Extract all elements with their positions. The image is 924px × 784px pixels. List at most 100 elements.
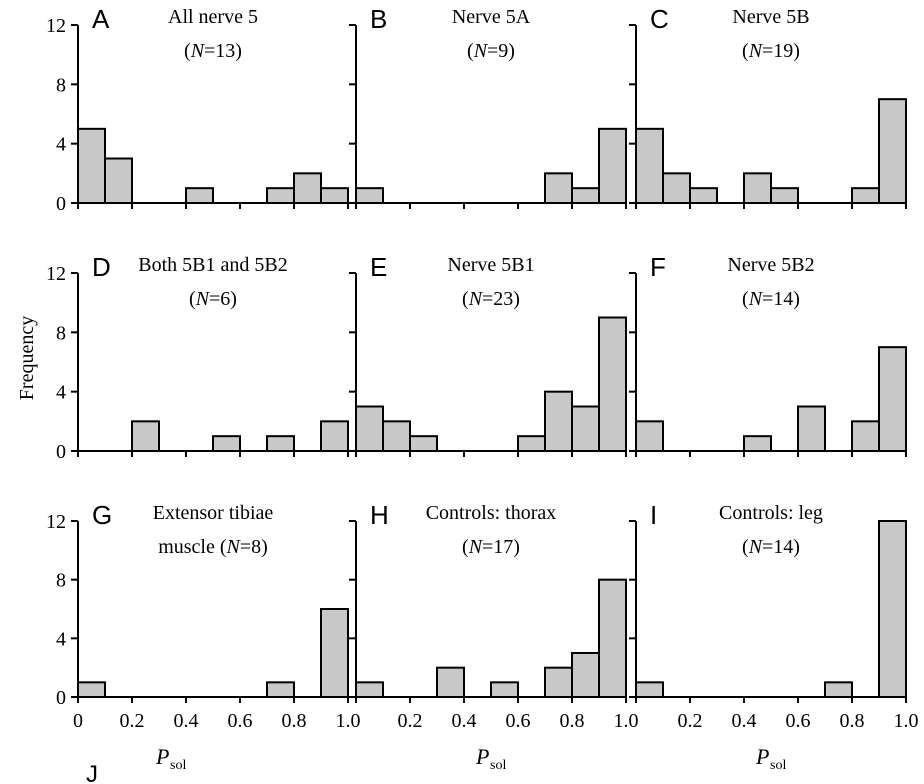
x-tick-label: 0.4 bbox=[452, 710, 477, 732]
y-axis-label: Frequency bbox=[16, 316, 38, 400]
histogram-bar bbox=[544, 390, 573, 452]
panel-g: 0 4 8 12 0 0.2 0.4 0.6 0.8 1.0 G Extensor tibiae mus… bbox=[46, 500, 361, 732]
y-tick-label: 4 bbox=[56, 628, 66, 650]
histogram-bar bbox=[635, 127, 664, 204]
histogram-bar bbox=[797, 405, 826, 452]
x-tick-label: 0.2 bbox=[120, 710, 145, 732]
x-tick-label: 1.0 bbox=[336, 710, 361, 732]
histogram-bar bbox=[635, 420, 664, 453]
histogram-bar bbox=[185, 187, 214, 205]
panel-a: 0 4 8 12 A All nerve 5 (N=13) bbox=[46, 4, 349, 215]
x-tick-label: 0.2 bbox=[678, 710, 703, 732]
x-tick-label: 0 bbox=[73, 710, 83, 732]
histogram-bar bbox=[355, 187, 384, 205]
histogram-bar bbox=[743, 435, 772, 452]
y-tick-label: 8 bbox=[56, 74, 66, 96]
panel-title: Nerve 5B bbox=[732, 6, 809, 28]
histogram-bar bbox=[77, 127, 106, 204]
x-tick-label: 0.4 bbox=[732, 710, 757, 732]
histogram-bar bbox=[436, 666, 465, 699]
panel-title: muscle (N=8) bbox=[158, 536, 268, 558]
panel-f: F Nerve 5B2 (N=14) bbox=[629, 252, 907, 457]
histogram-bar bbox=[544, 666, 573, 699]
histogram-bar bbox=[851, 187, 880, 205]
x-tick-label: 0.6 bbox=[228, 710, 253, 732]
y-tick-label: 8 bbox=[56, 322, 66, 344]
histogram-bar bbox=[293, 172, 322, 204]
panel-title: (N=13) bbox=[184, 40, 242, 62]
histogram-bar bbox=[635, 681, 664, 698]
histogram-bar bbox=[824, 681, 853, 698]
panel-b: B Nerve 5A (N=9) bbox=[349, 4, 627, 209]
x-label-sub: sol bbox=[170, 758, 186, 773]
histogram-bar bbox=[266, 187, 295, 205]
panel-i: 0.2 0.4 0.6 0.8 1.0 I Controls: leg (N=14) bbox=[629, 500, 919, 732]
histogram-bar bbox=[598, 578, 627, 699]
panel-letter: F bbox=[650, 252, 666, 282]
panel-letter-j: J bbox=[86, 761, 98, 784]
y-tick-label: 0 bbox=[56, 687, 66, 709]
x-tick-label: 0.8 bbox=[840, 710, 865, 732]
x-tick-label: 0.4 bbox=[174, 710, 199, 732]
x-tick-label: 0.8 bbox=[560, 710, 585, 732]
panel-title: Nerve 5B1 bbox=[447, 254, 534, 276]
panel-letter: G bbox=[92, 500, 112, 530]
panel-title: (N=23) bbox=[462, 288, 520, 310]
panel-title: All nerve 5 bbox=[168, 6, 258, 28]
histogram-bar bbox=[517, 435, 546, 452]
x-tick-label: 1.0 bbox=[614, 710, 639, 732]
histogram-bar bbox=[77, 681, 106, 698]
panel-letter: B bbox=[370, 4, 387, 34]
panel-letter: A bbox=[92, 4, 110, 34]
histogram-bar bbox=[878, 520, 907, 698]
histogram-bar bbox=[878, 346, 907, 452]
panel-grid: 0 4 8 12 A All nerve 5 (N=13) B Nerve 5A (N=9) C Ne… bbox=[46, 4, 919, 732]
panel-title: Nerve 5B2 bbox=[727, 254, 814, 276]
panel-title: (N=6) bbox=[189, 288, 237, 310]
histogram-bar bbox=[266, 681, 295, 698]
panel-c: C Nerve 5B (N=19) bbox=[629, 4, 907, 209]
histogram-bar bbox=[571, 405, 600, 452]
histogram-bar bbox=[382, 420, 411, 453]
panel-title: Both 5B1 and 5B2 bbox=[138, 254, 287, 276]
y-tick-label: 12 bbox=[46, 511, 66, 533]
y-tick-label: 0 bbox=[56, 193, 66, 215]
histogram-bar bbox=[770, 187, 799, 205]
x-label-sub: sol bbox=[770, 758, 786, 773]
panel-h: 0.2 0.4 0.6 0.8 1.0 H Controls: thorax (N=17) bbox=[349, 500, 639, 732]
panel-title: (N=14) bbox=[742, 536, 800, 558]
histogram-bar bbox=[662, 172, 691, 204]
histogram-bar bbox=[266, 435, 295, 452]
panel-e: E Nerve 5B1 (N=23) bbox=[349, 252, 627, 457]
y-tick-label: 12 bbox=[46, 15, 66, 37]
x-tick-label: 0.6 bbox=[786, 710, 811, 732]
x-label-main: P bbox=[475, 744, 489, 769]
panel-title: Extensor tibiae bbox=[153, 502, 274, 524]
x-tick-label: 0.6 bbox=[506, 710, 531, 732]
histogram-bar bbox=[131, 420, 160, 453]
x-tick-label: 0.2 bbox=[398, 710, 423, 732]
x-label-sub: sol bbox=[490, 758, 506, 773]
panel-title: Controls: thorax bbox=[426, 502, 557, 524]
x-label-main: P bbox=[755, 744, 769, 769]
histogram-bar bbox=[598, 127, 627, 204]
histogram-bar bbox=[544, 172, 573, 204]
panel-title: Nerve 5A bbox=[452, 6, 531, 28]
histogram-bar bbox=[878, 98, 907, 204]
histogram-bar bbox=[212, 435, 241, 452]
y-tick-label: 0 bbox=[56, 441, 66, 463]
y-tick-label: 12 bbox=[46, 263, 66, 285]
panel-title: (N=9) bbox=[467, 40, 515, 62]
panel-title: (N=19) bbox=[742, 40, 800, 62]
panel-letter: C bbox=[650, 4, 669, 34]
panel-letter: H bbox=[370, 500, 389, 530]
x-tick-label: 1.0 bbox=[894, 710, 919, 732]
histogram-bar bbox=[490, 681, 519, 698]
panel-d: 0 4 8 12 D Both 5B1 and 5B2 (N=6) bbox=[46, 252, 349, 463]
histogram-bar bbox=[409, 435, 438, 452]
y-tick-label: 4 bbox=[56, 382, 66, 404]
